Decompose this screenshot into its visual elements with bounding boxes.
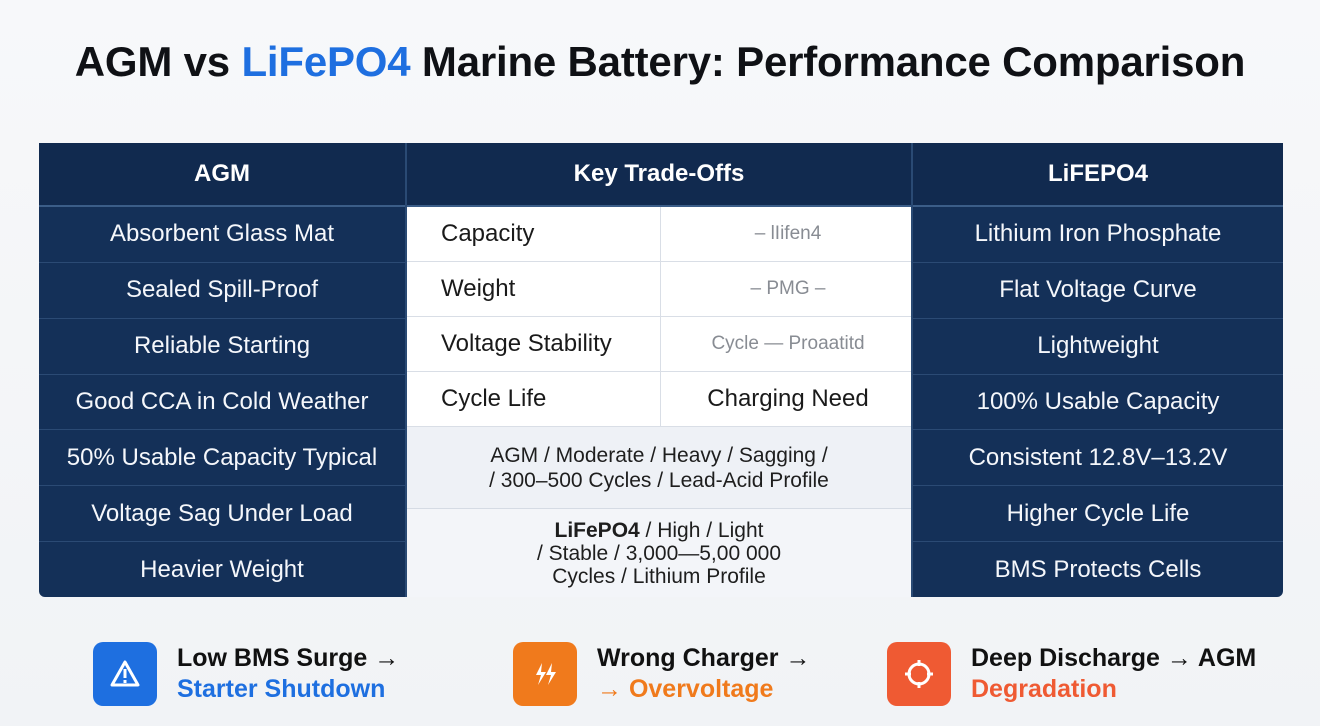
alert-line-1: Wrong Charger →	[597, 644, 811, 672]
tradeoffs-header: Key Trade-Offs	[407, 143, 911, 207]
comparison-table: AGM Absorbent Glass Mat Sealed Spill-Pro…	[39, 143, 1283, 597]
alert-line-2: → Overvoltage	[597, 675, 774, 703]
lifepo4-summary-line-2: / Stable / 3,000—5,00 000	[536, 541, 781, 565]
agm-item: Reliable Starting	[39, 319, 405, 375]
lifepo4-item: Lithium Iron Phosphate	[913, 207, 1283, 263]
lifepo4-item: Consistent 12.8V–13.2V	[913, 430, 1283, 487]
agm-item: Sealed Spill-Proof	[39, 263, 405, 319]
tradeoff-value: Charging Need	[707, 385, 869, 412]
agm-item: Voltage Sag Under Load	[39, 486, 405, 543]
lightning-icon	[513, 642, 577, 706]
lifepo4-item: 100% Usable Capacity	[913, 375, 1283, 431]
agm-summary-line-2: / 300–500 Cycles / Lead-Acid Profile	[489, 468, 829, 492]
agm-item: 50% Usable Capacity Typical	[39, 430, 405, 487]
alerts-row: Low BMS Surge → Starter Shutdown Wrong C…	[0, 642, 1320, 712]
lifepo4-summary-line-1: / High / Light	[639, 518, 764, 542]
tradeoff-value: – PMG –	[750, 278, 826, 299]
tradeoff-row: Capacity – lIifen4	[407, 207, 911, 262]
tradeoffs-column: Key Trade-Offs Capacity – lIifen4 Weight…	[405, 143, 913, 597]
title-part-2: Marine Battery: Performance Comparison	[410, 38, 1246, 85]
tradeoff-key: Cycle Life	[407, 372, 661, 426]
alert-line-1: Deep Discharge → AGM	[971, 644, 1257, 672]
agm-column: AGM Absorbent Glass Mat Sealed Spill-Pro…	[39, 143, 405, 597]
lifepo4-item: BMS Protects Cells	[994, 555, 1202, 583]
lifepo4-item: Higher Cycle Life	[913, 486, 1283, 543]
warning-icon	[93, 642, 157, 706]
agm-item: Heavier Weight	[140, 555, 304, 583]
alert-line-2: Degradation	[971, 675, 1117, 703]
title-part-1: AGM vs	[74, 38, 242, 85]
lifepo4-item: Flat Voltage Curve	[913, 263, 1283, 319]
alert-line-2: Starter Shutdown	[177, 675, 386, 703]
lifepo4-summary-line-3: Cycles / Lithium Profile	[552, 564, 766, 588]
lifepo4-summary-label: LiFePO4	[554, 518, 640, 542]
lifepo4-item: Lightweight	[913, 319, 1283, 375]
tradeoff-key: Capacity	[407, 207, 661, 261]
agm-summary-line-1: AGM / Moderate / Heavy / Sagging /	[490, 443, 828, 467]
tradeoff-row: Cycle Life Charging Need	[407, 372, 911, 427]
agm-item: Absorbent Glass Mat	[39, 207, 405, 263]
tradeoff-row: Voltage Stability Cycle — Proaatitd	[407, 317, 911, 372]
lifepo4-column: LiFEPO4 Lithium Iron Phosphate Flat Volt…	[913, 143, 1283, 597]
tradeoff-value: – lIifen4	[754, 223, 822, 244]
alert-deep-discharge: Deep Discharge → AGM Degradation	[887, 642, 1256, 706]
agm-summary: AGM / Moderate / Heavy / Sagging / / 300…	[407, 427, 911, 509]
tradeoff-key: Voltage Stability	[407, 317, 661, 371]
tradeoff-row: Weight – PMG –	[407, 262, 911, 317]
alert-wrong-charger: Wrong Charger → → Overvoltage	[513, 642, 810, 706]
tradeoff-key: Weight	[407, 262, 661, 316]
lifepo4-header: LiFEPO4	[913, 143, 1283, 207]
title-highlight: LiFePO4	[241, 38, 411, 85]
tradeoff-value: Cycle — Proaatitd	[711, 333, 865, 354]
alert-line-1: Low BMS Surge →	[177, 644, 400, 672]
alert-bms-surge: Low BMS Surge → Starter Shutdown	[93, 642, 399, 706]
agm-item: Good CCA in Cold Weather	[39, 375, 405, 431]
lifepo4-summary: LiFePO4 / High / Light / Stable / 3,000—…	[407, 509, 911, 597]
agm-header: AGM	[39, 143, 405, 207]
page-title: AGM vs LiFePO4 Marine Battery: Performan…	[0, 38, 1320, 86]
discharge-cycle-icon	[887, 642, 951, 706]
